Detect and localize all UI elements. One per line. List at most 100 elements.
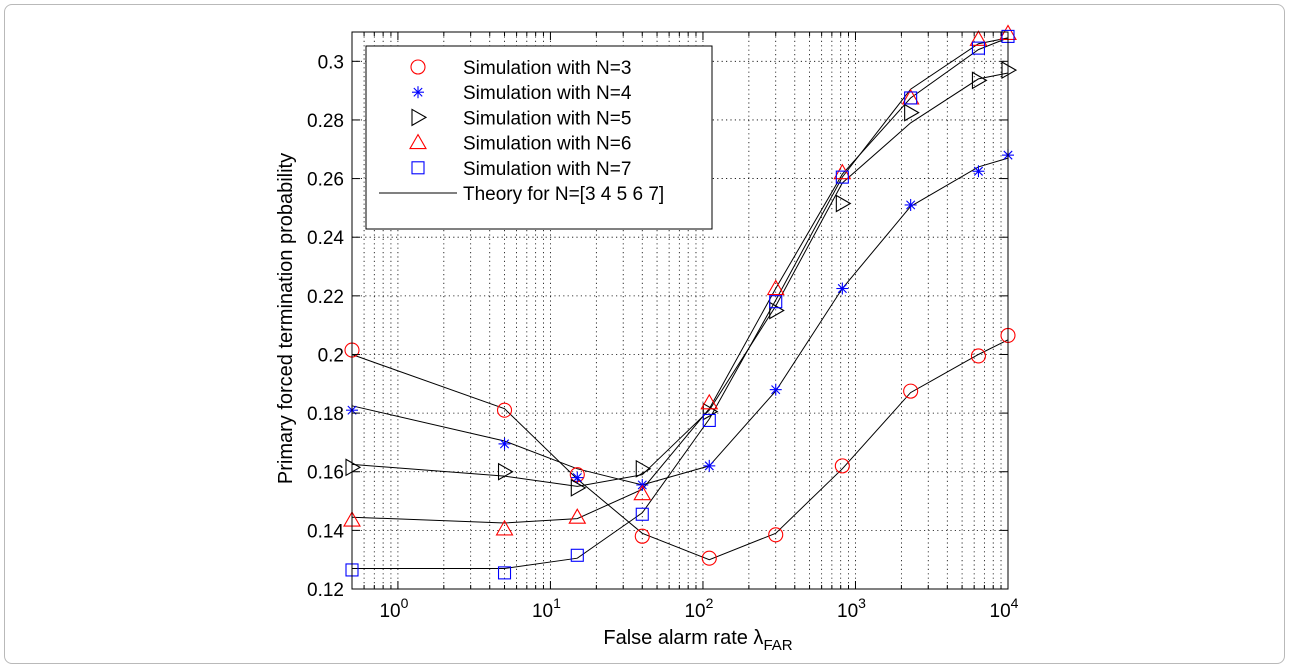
- legend-entry: Simulation with N=6: [409, 133, 631, 155]
- x-tick-label: 101: [532, 595, 561, 622]
- data-point: [836, 282, 849, 295]
- y-axis-title: Primary forced termination probability: [275, 153, 297, 484]
- x-axis-title-subscript: FAR: [763, 637, 792, 654]
- data-point: [495, 519, 514, 536]
- x-tick-label: 104: [990, 595, 1019, 622]
- data-point: [970, 348, 986, 364]
- x-tick-label-exponent: 0: [401, 595, 409, 611]
- x-tick-label-base: 10: [684, 601, 705, 622]
- x-tick-label-exponent: 1: [553, 595, 561, 611]
- theory-curve: [352, 37, 1009, 569]
- data-point: [1001, 61, 1018, 80]
- legend-entry: Theory for N=[3 4 5 6 7]: [379, 184, 664, 205]
- data-point: [904, 103, 920, 122]
- data-point: [496, 402, 513, 418]
- data-point: [700, 393, 719, 410]
- theory-curve: [351, 157, 1009, 486]
- legend-marker: [411, 108, 428, 127]
- legend-label: Simulation with N=5: [463, 108, 631, 129]
- legend-label: Theory for N=[3 4 5 6 7]: [463, 184, 664, 205]
- y-tick-label: 0.16: [307, 463, 344, 484]
- legend-marker: [409, 133, 427, 150]
- theory-curve: [351, 339, 1009, 561]
- legend-entry: Simulation with N=5: [411, 108, 631, 129]
- legend-label: Simulation with N=3: [463, 58, 631, 79]
- x-tick-label-base: 10: [837, 601, 858, 622]
- data-point: [768, 527, 784, 543]
- y-tick-label: 0.3: [318, 52, 344, 73]
- plot-area-border: [351, 31, 1009, 590]
- legend-box: [365, 45, 713, 230]
- data-point: [633, 484, 652, 501]
- y-tick-labels: 0.12 0.14 0.16 0.18 0.2 0.22 0.24 0.26 0.28 0.3: [307, 52, 344, 601]
- data-point: [497, 566, 512, 580]
- theory-curves: [351, 37, 1009, 569]
- legend-entry: Simulation with N=4: [412, 83, 632, 104]
- data-point: [568, 508, 587, 524]
- y-tick-label: 0.24: [307, 228, 344, 249]
- legend-marker: [412, 86, 424, 99]
- theory-curve: [351, 37, 1009, 524]
- data-point: [571, 471, 584, 484]
- x-tick-label-exponent: 4: [1011, 595, 1019, 611]
- data-point: [702, 402, 719, 421]
- axis-ticks: [351, 32, 1008, 590]
- legend-marker: [411, 161, 425, 175]
- data-point: [635, 459, 652, 478]
- y-tick-label: 0.22: [307, 287, 344, 308]
- data-point: [972, 165, 985, 178]
- x-tick-label: 103: [837, 595, 866, 622]
- data-point: [498, 437, 511, 450]
- data-point: [570, 478, 587, 497]
- data-point: [833, 163, 852, 180]
- y-tick-label: 0.2: [318, 345, 344, 366]
- data-point: [570, 548, 584, 562]
- series-circle: [344, 327, 1016, 566]
- x-tick-label-base: 10: [532, 601, 553, 622]
- theory-curve: [351, 72, 1009, 487]
- y-tick-label: 0.26: [307, 170, 344, 191]
- x-tick-label-exponent: 2: [706, 595, 714, 611]
- x-axis-title: False alarm rate λFAR: [603, 627, 792, 654]
- data-point: [634, 528, 650, 544]
- x-axis-title-main: False alarm rate λ: [603, 627, 763, 649]
- legend-label: Simulation with N=6: [463, 134, 631, 155]
- data-point: [904, 198, 917, 211]
- series-square: [345, 29, 1015, 580]
- data-point: [834, 458, 850, 474]
- data-point: [497, 462, 514, 481]
- data-point: [903, 383, 919, 399]
- x-tick-label-exponent: 3: [858, 595, 866, 611]
- data-point: [835, 194, 852, 213]
- data-point: [835, 170, 849, 184]
- x-tick-label-base: 10: [379, 601, 400, 622]
- data-point: [769, 383, 782, 396]
- x-tick-labels: 100 101 102 103 104: [379, 595, 1018, 622]
- y-tick-label: 0.28: [307, 111, 344, 132]
- x-tick-label: 102: [684, 595, 713, 622]
- data-point: [969, 30, 988, 46]
- data-point: [701, 550, 717, 566]
- data-point: [345, 458, 362, 477]
- legend-marker: [410, 59, 426, 75]
- x-tick-label-base: 10: [990, 601, 1011, 622]
- data-point: [769, 295, 783, 309]
- legend-label: Simulation with N=7: [463, 159, 631, 180]
- data-point: [971, 41, 985, 55]
- y-tick-label: 0.12: [307, 580, 344, 601]
- legend: Simulation with N=3 Simulation with N=4 Si…: [365, 45, 713, 230]
- data-point: [971, 71, 988, 90]
- data-point: [703, 459, 716, 472]
- y-tick-label: 0.18: [307, 404, 344, 425]
- legend-entry: Simulation with N=3: [410, 58, 631, 79]
- series-triangle-right: [345, 61, 1018, 497]
- data-point: [904, 91, 918, 105]
- y-tick-label: 0.14: [307, 521, 344, 542]
- data-point: [702, 413, 716, 427]
- legend-label: Simulation with N=4: [463, 83, 632, 104]
- data-point: [769, 301, 785, 320]
- legend-entry: Simulation with N=7: [411, 159, 631, 180]
- data-point: [635, 507, 649, 521]
- data-point: [766, 279, 785, 296]
